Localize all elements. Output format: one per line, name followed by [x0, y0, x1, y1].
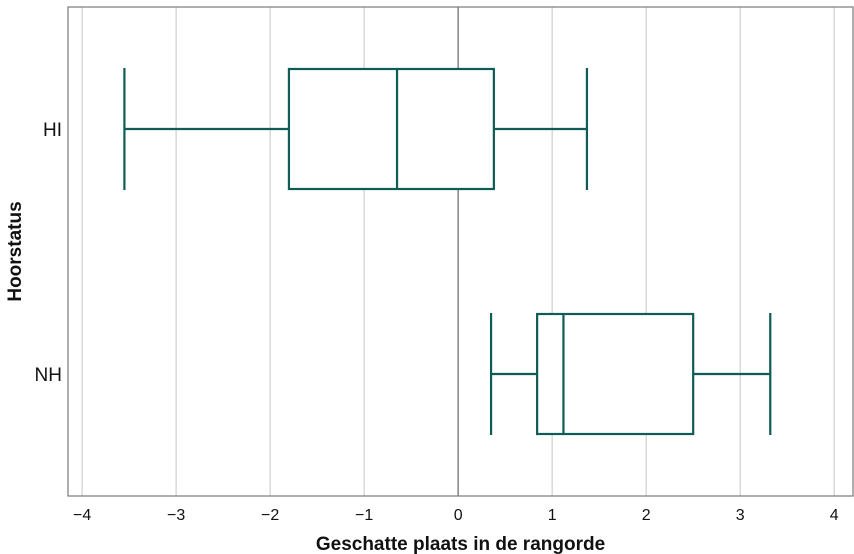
x-tick-label: −1: [355, 507, 373, 524]
box-nh: [489, 312, 772, 436]
x-tick-label: 4: [830, 507, 839, 524]
y-category-labels: HI NH: [35, 120, 62, 386]
interquartile-box: [287, 67, 495, 191]
boxes: [123, 67, 772, 436]
box-hi: [123, 67, 589, 191]
interquartile-box: [536, 312, 695, 436]
x-tick-label: −2: [261, 507, 279, 524]
x-axis-title: Geschatte plaats in de rangorde: [316, 534, 605, 554]
x-tick-label: 3: [736, 507, 745, 524]
x-tick-labels: −4 −3 −2 −1 0 1 2 3 4: [73, 507, 839, 524]
x-tick-label: 1: [548, 507, 557, 524]
category-label-hi: HI: [43, 120, 62, 141]
x-tick-label: 2: [642, 507, 651, 524]
y-axis-title: Hoorstatus: [5, 201, 26, 301]
category-label-nh: NH: [35, 365, 62, 386]
plot-frame: [67, 6, 854, 497]
x-tick-label: −3: [167, 507, 185, 524]
x-tick-label: −4: [73, 507, 91, 524]
x-tick-label: 0: [454, 507, 463, 524]
